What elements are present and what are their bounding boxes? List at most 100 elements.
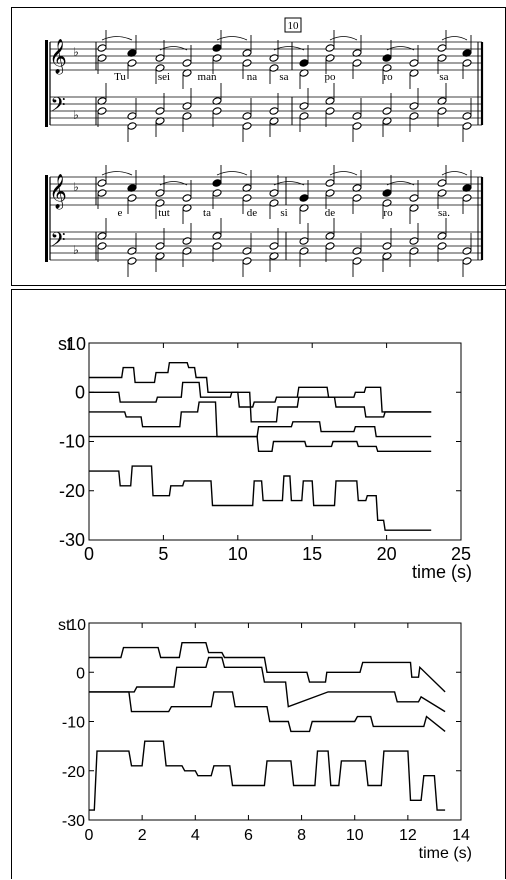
note-head	[299, 59, 309, 67]
pitch-series-line-1	[89, 642, 446, 693]
note-head	[352, 122, 362, 130]
slur	[273, 181, 305, 186]
x-tick-label: 5	[158, 544, 168, 564]
note-head	[299, 194, 309, 202]
note-head	[325, 242, 335, 250]
flat-icon: ♭	[73, 45, 79, 59]
note-head	[212, 242, 222, 250]
x-axis-label: time (s)	[419, 845, 472, 862]
note-head	[299, 247, 309, 255]
x-tick-label: 20	[377, 544, 397, 564]
note-head	[437, 179, 447, 187]
note-head	[269, 54, 279, 62]
note-head	[97, 242, 107, 250]
lyric-syllable: na	[247, 71, 258, 83]
note-head	[212, 44, 222, 52]
measure-number: 10	[288, 20, 300, 32]
pitch-series-line-3	[89, 691, 446, 733]
note-head	[242, 194, 252, 202]
slur	[273, 46, 305, 51]
lyric-syllable: de	[325, 207, 336, 219]
lyric-syllable: man	[198, 71, 217, 83]
lyric-syllable: Tu	[114, 71, 126, 83]
lyric-syllable: sei	[158, 71, 170, 83]
y-tick-label: 0	[75, 382, 85, 402]
slur	[441, 36, 468, 41]
note-head	[127, 247, 137, 255]
note-head	[352, 59, 362, 67]
music-score: 𝄞 𝄢 ♭ ♭ Tu sei man na sa po ro sa 𝄞 𝄢 ♭ ♭ e tut ta de si de ro…	[45, 17, 484, 277]
note-head	[242, 257, 252, 265]
note-head	[352, 247, 362, 255]
y-tick-label: 10	[68, 617, 86, 634]
note-head	[155, 54, 165, 62]
bass-staff	[50, 96, 482, 126]
x-tick-label: 2	[138, 827, 147, 844]
slur	[101, 36, 133, 41]
note-head	[212, 179, 222, 187]
note-head	[155, 199, 165, 207]
measure-number-box	[284, 17, 302, 33]
lyric-syllable: sa	[279, 71, 288, 83]
note-head	[97, 179, 107, 187]
y-tick-label: -30	[62, 813, 85, 830]
bass-clef-icon: 𝄢	[50, 229, 65, 256]
note-head	[409, 112, 419, 120]
slur	[329, 171, 358, 176]
note-head	[462, 194, 472, 202]
note-head	[182, 59, 192, 67]
note-head	[409, 102, 419, 110]
x-tick-label: 4	[191, 827, 200, 844]
treble-clef-icon: 𝄞	[49, 174, 67, 210]
note-head	[352, 194, 362, 202]
note-head	[299, 102, 309, 110]
note-head	[242, 59, 252, 67]
note-head	[155, 242, 165, 250]
note-head	[325, 54, 335, 62]
note-head	[242, 247, 252, 255]
slur	[159, 181, 188, 186]
lyric-syllable: e	[118, 207, 123, 219]
note-head	[409, 247, 419, 255]
pitch-series-line-1	[89, 362, 432, 413]
note-head	[269, 107, 279, 115]
slur	[386, 181, 415, 186]
x-tick-label: 10	[346, 827, 364, 844]
note-head	[97, 44, 107, 52]
slur	[101, 171, 133, 176]
note-head	[269, 242, 279, 250]
system-bracket	[45, 40, 48, 127]
note-head	[325, 44, 335, 52]
note-head	[437, 189, 447, 197]
y-tick-label: -20	[62, 764, 85, 781]
note-head	[437, 44, 447, 52]
note-head	[382, 242, 392, 250]
note-head	[409, 194, 419, 202]
note-head	[97, 54, 107, 62]
note-head	[127, 112, 137, 120]
slur	[216, 171, 248, 176]
x-tick-label: 0	[84, 544, 94, 564]
lyric-syllable: po	[325, 71, 337, 83]
note-head	[325, 179, 335, 187]
x-tick-label: 10	[228, 544, 248, 564]
note-head	[382, 199, 392, 207]
note-head	[155, 107, 165, 115]
note-head	[409, 59, 419, 67]
x-tick-label: 8	[297, 827, 306, 844]
flat-icon: ♭	[73, 180, 79, 194]
x-axis-label: time (s)	[412, 562, 472, 582]
lyric-syllable: ro	[383, 207, 393, 219]
pitch-series-line-3	[89, 401, 432, 438]
lyric-syllable: sa.	[438, 207, 450, 219]
system-bracket	[45, 175, 48, 262]
flat-icon: ♭	[73, 243, 79, 257]
note-head	[299, 112, 309, 120]
slur	[441, 171, 468, 176]
lyric-syllable: sa	[439, 71, 448, 83]
note-head	[437, 54, 447, 62]
